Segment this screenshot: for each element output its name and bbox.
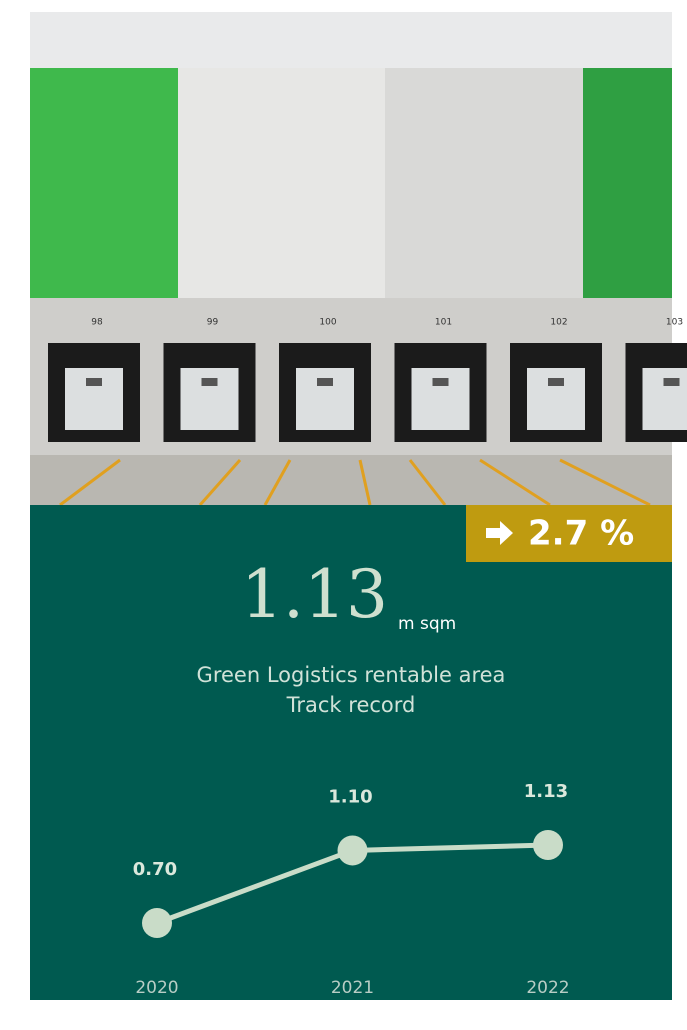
x-tick-label: 2021 xyxy=(331,978,374,998)
door-number: 102 xyxy=(550,318,567,328)
panel xyxy=(30,505,672,1000)
door-number: 101 xyxy=(435,318,452,328)
door-window xyxy=(548,378,564,386)
parking-lines xyxy=(59,458,651,507)
chart-title: Green Logistics rentable area xyxy=(197,663,506,687)
headline-value: 1.13 xyxy=(241,556,388,633)
value-label: 1.10 xyxy=(328,786,372,807)
point xyxy=(337,835,368,866)
doors: 98 99 100 101 102 103 xyxy=(48,318,687,442)
door-window xyxy=(663,378,680,386)
door-number: 98 xyxy=(91,318,103,328)
change-value: 2.7 % xyxy=(528,514,634,554)
photo: 98 99 100 101 102 103 xyxy=(30,12,687,507)
point xyxy=(533,830,563,860)
door-number: 99 xyxy=(207,318,219,328)
door-number: 100 xyxy=(319,318,336,328)
door xyxy=(411,368,470,430)
chart-subtitle: Track record xyxy=(286,693,416,717)
value-label: 1.13 xyxy=(524,781,568,802)
door-window xyxy=(317,378,333,386)
facade-gray xyxy=(385,68,583,298)
headline-unit: m sqm xyxy=(398,614,456,634)
facade-white xyxy=(178,68,385,298)
door-number: 103 xyxy=(666,318,683,328)
door xyxy=(296,368,354,430)
door xyxy=(642,368,687,430)
x-tick-label: 2020 xyxy=(135,978,178,998)
x-tick-label: 2022 xyxy=(526,978,569,998)
facade-green xyxy=(30,68,178,298)
door xyxy=(527,368,585,430)
door-window xyxy=(201,378,218,386)
value-label: 0.70 xyxy=(133,859,177,880)
point xyxy=(142,908,172,938)
door xyxy=(180,368,239,430)
arrow-icon xyxy=(486,521,513,545)
ground xyxy=(30,455,672,505)
facade-green xyxy=(583,68,672,298)
sky xyxy=(30,12,672,70)
door-window xyxy=(432,378,449,386)
door xyxy=(65,368,123,430)
door-window xyxy=(86,378,102,386)
